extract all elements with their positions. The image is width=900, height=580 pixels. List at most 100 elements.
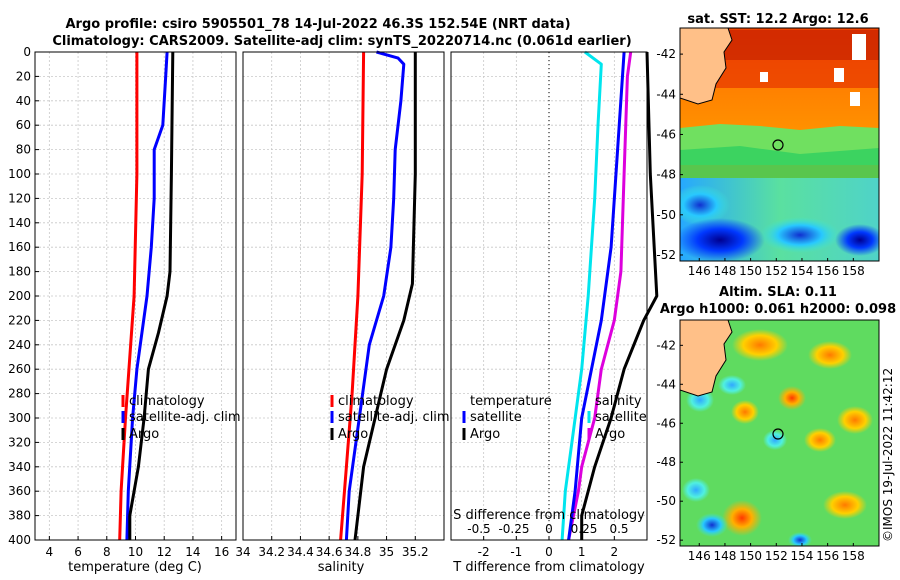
sla-low-anomaly: [718, 375, 746, 395]
series-line-satellite-adj-clim: [125, 51, 169, 541]
sla-high-anomaly: [808, 341, 852, 369]
map-y-tick-label: -46: [656, 127, 676, 141]
legend-title-temperature: temperature: [470, 394, 552, 409]
map-x-tick-label: 150: [739, 549, 762, 563]
legend-title-salinity: salinity: [595, 394, 642, 409]
temperature-xlabel: temperature (deg C): [68, 560, 202, 575]
legend-label-climatology: climatology: [129, 394, 205, 409]
sst-argo-position-marker: [772, 139, 784, 151]
tasmania-landmass: [680, 320, 733, 397]
x-tick-label: 34.4: [287, 545, 314, 559]
y-tick-label: 140: [8, 216, 31, 230]
x-tick-label: 34: [235, 545, 250, 559]
sst-missing-data: [834, 68, 844, 82]
sst-map-ticks: 146 148 150 152 154 156 158 -42 -44 -46 -48 -50 -52: [656, 47, 864, 278]
temperature-legend: climatology satellite-adj. clim Argo: [121, 394, 241, 442]
x-tick-label: 34.8: [344, 545, 371, 559]
tasmania-landmass: [680, 28, 733, 105]
x2-tick-label: -0.25: [498, 522, 529, 536]
y-tick-label: 180: [8, 265, 31, 279]
map-x-tick-label: 148: [713, 549, 736, 563]
map-y-tick-label: -50: [656, 208, 676, 222]
sst-map-frame: [679, 27, 880, 262]
x-tick-label: 14: [185, 545, 200, 559]
map-y-tick-label: -46: [656, 416, 676, 430]
sla-high-anomaly: [732, 329, 788, 361]
y-tick-label: 160: [8, 240, 31, 254]
y-tick-label: 80: [16, 143, 31, 157]
sst-missing-data: [850, 92, 860, 106]
legend-label-argo: Argo: [338, 427, 368, 442]
map-x-tick-label: 146: [688, 264, 711, 278]
legend-label-t-satellite: satellite: [470, 410, 522, 425]
series-line-climatology: [118, 52, 139, 541]
sla-map-title: Altim. SLA: 0.11: [719, 285, 837, 300]
series-line-s-satellite: [567, 51, 633, 541]
x-tick-label: 34.6: [316, 545, 343, 559]
sst-green-band: [680, 146, 879, 182]
map-x-tick-label: 154: [791, 264, 814, 278]
x2-tick-label: 0.5: [609, 522, 628, 536]
difference-panel: -2 -1 0 1 2 -0.5 -0.25 0 0.25 0.5: [450, 50, 659, 559]
sla-low-anomaly: [682, 478, 710, 502]
series-line-s-argo: [580, 51, 659, 540]
map-x-tick-label: 146: [688, 549, 711, 563]
title-line-1: Argo profile: csiro 5905501_78 14-Jul-20…: [65, 17, 570, 32]
sla-high-anomaly: [804, 428, 836, 452]
y-tick-label: 260: [8, 362, 31, 376]
sla-high-anomaly: [778, 386, 806, 410]
y-tick-label: 200: [8, 289, 31, 303]
sla-high-anomaly: [731, 400, 759, 424]
sla-argo-heights: Argo h1000: 0.061 h2000: 0.098: [660, 302, 896, 317]
y-tick-label: 120: [8, 191, 31, 205]
x-tick-label: -2: [478, 545, 490, 559]
map-x-tick-label: 158: [842, 264, 865, 278]
difference-legend: temperature salinity satellite Argo sate…: [462, 394, 647, 442]
sla-map-ticks: 146 148 150 152 154 156 158 -42 -44 -46 -48 -50 -52: [656, 338, 864, 563]
salinity-xlabel: salinity: [318, 560, 365, 575]
series-line-climatology: [339, 51, 366, 541]
sst-missing-data: [852, 34, 866, 60]
map-x-tick-label: 148: [713, 264, 736, 278]
sla-argo-position-marker: [772, 428, 784, 440]
series-line-t-satellite: [560, 50, 603, 541]
x-tick-label: 10: [128, 545, 143, 559]
x-tick-label: 16: [214, 545, 229, 559]
map-x-tick-label: 158: [842, 549, 865, 563]
y-tick-label: 400: [8, 533, 31, 547]
difference-xlabel: T difference from climatology: [452, 560, 645, 575]
sst-cold-eddy-west: [680, 185, 730, 225]
map-y-tick-label: -44: [656, 87, 676, 101]
y-tick-label: 240: [8, 338, 31, 352]
axes-frame: [242, 51, 445, 541]
x2-tick-label: 0.25: [571, 522, 598, 536]
legend-label-t-argo: Argo: [470, 427, 500, 442]
y-tick-label: 60: [16, 118, 31, 132]
legend-label-argo: Argo: [129, 427, 159, 442]
sla-high-anomaly: [837, 406, 873, 434]
y-tick-label: 40: [16, 94, 31, 108]
x-tick-label: 12: [157, 545, 172, 559]
salinity-legend: climatology satellite-adj. clim Argo: [330, 394, 450, 442]
sla-low-anomaly: [696, 513, 728, 537]
x-tick-label: 34.2: [258, 545, 285, 559]
y-tick-label: 360: [8, 484, 31, 498]
sla-map: 146 148 150 152 154 156 158 -42 -44 -46 -48 -50 -52: [656, 319, 880, 563]
legend-label-satellite: satellite-adj. clim: [129, 410, 241, 425]
map-y-tick-label: -50: [656, 494, 676, 508]
sst-map-title: sat. SST: 12.2 Argo: 12.6: [687, 12, 868, 27]
x2-tick-label: -0.5: [467, 522, 490, 536]
y-tick-label: 300: [8, 411, 31, 425]
map-y-tick-label: -48: [656, 455, 676, 469]
map-y-tick-label: -44: [656, 377, 676, 391]
sst-missing-data: [760, 72, 768, 82]
y-tick-label: 100: [8, 167, 31, 181]
map-x-tick-label: 154: [791, 549, 814, 563]
y-tick-label: 380: [8, 509, 31, 523]
x-tick-label: 35: [379, 545, 394, 559]
map-y-tick-label: -42: [656, 338, 676, 352]
credit-label: ©IMOS 19-Jul-2022 11:42:12: [881, 368, 895, 542]
x2-tick-label: 0: [545, 522, 553, 536]
y-tick-label: 20: [16, 69, 31, 83]
series-line-t-argo: [567, 51, 626, 541]
